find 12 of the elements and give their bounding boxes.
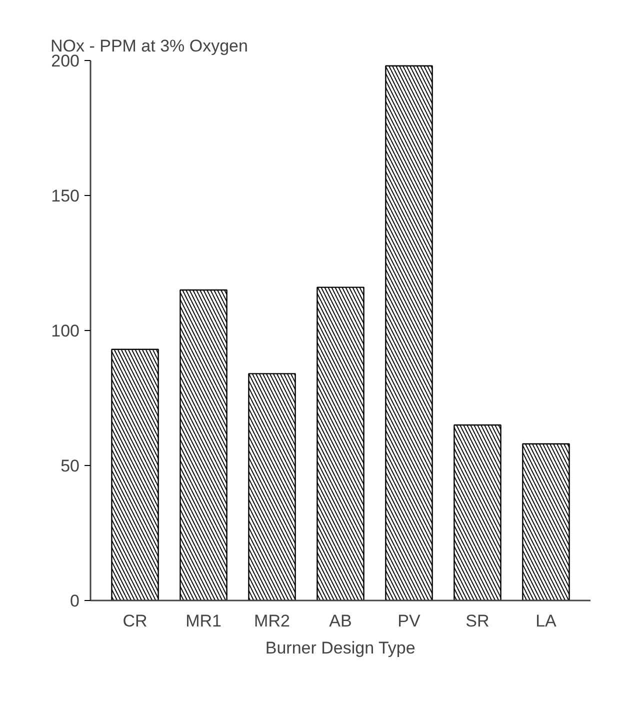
x-axis-title: Burner Design Type xyxy=(265,638,416,658)
y-tick-label: 150 xyxy=(51,186,80,206)
x-tick-label: MR2 xyxy=(254,612,290,630)
x-tick-label: SR xyxy=(466,612,490,630)
x-tick-label: LA xyxy=(536,612,558,630)
x-tick-label: CR xyxy=(122,612,148,630)
y-tick-label: 50 xyxy=(60,456,80,476)
y-tick-label: 0 xyxy=(70,592,80,610)
x-tick-label: AB xyxy=(329,612,352,630)
y-tick-label: 100 xyxy=(51,322,80,340)
x-tick-label: PV xyxy=(398,612,421,630)
x-tick-label: MR1 xyxy=(186,612,222,630)
